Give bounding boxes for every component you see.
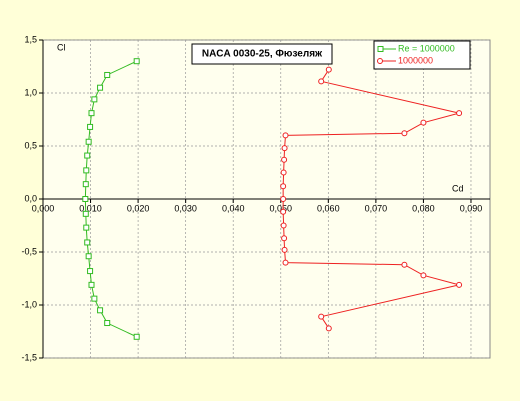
marker: [97, 84, 104, 91]
marker: [88, 110, 95, 117]
marker: [91, 295, 98, 302]
marker: [325, 66, 332, 73]
x-tick-label: 0,070: [365, 203, 388, 213]
marker: [456, 281, 463, 288]
marker: [84, 239, 91, 246]
marker: [456, 110, 463, 117]
marker: [87, 123, 94, 130]
marker: [280, 222, 287, 229]
marker: [82, 196, 89, 202]
y-axis-label: Cl: [57, 42, 66, 52]
chart-title: NACA 0030-25, Фюзеляж: [202, 49, 323, 60]
y-tick-label: 0,5: [24, 140, 37, 150]
marker: [318, 78, 325, 85]
marker: [91, 96, 98, 103]
marker: [83, 224, 90, 231]
legend-label: Re = 1000000: [398, 43, 455, 53]
marker: [420, 272, 427, 279]
x-tick-label: 0,050: [270, 203, 293, 213]
marker: [281, 145, 288, 152]
x-tick-label: 0,020: [127, 203, 150, 213]
marker: [82, 210, 89, 217]
x-tick-label: 0,040: [222, 203, 245, 213]
legend-label: 1000000: [398, 55, 433, 65]
x-tick-label: 0,010: [79, 203, 102, 213]
y-tick-label: 1,0: [24, 87, 37, 97]
marker: [87, 268, 94, 275]
marker: [280, 196, 287, 202]
x-tick-label: 0,060: [317, 203, 340, 213]
legend-marker: [377, 58, 383, 64]
x-axis-label: Cd: [452, 183, 464, 193]
marker: [281, 246, 288, 253]
marker: [282, 259, 289, 266]
x-tick-label: 0,090: [460, 203, 483, 213]
marker: [401, 130, 408, 137]
x-tick-label: 0,080: [412, 203, 435, 213]
legend-marker: [377, 46, 384, 52]
marker: [133, 333, 140, 340]
marker: [82, 181, 89, 188]
marker: [85, 253, 92, 260]
y-tick-label: 1,5: [24, 34, 37, 44]
marker: [325, 325, 332, 332]
marker: [281, 235, 288, 242]
marker: [84, 152, 91, 159]
marker: [97, 307, 104, 314]
marker: [280, 169, 287, 176]
marker: [104, 71, 111, 78]
marker: [401, 261, 408, 268]
y-tick-label: 0,0: [24, 193, 37, 203]
title-box: [191, 43, 333, 65]
x-tick-label: 0,030: [174, 203, 197, 213]
marker: [133, 58, 140, 65]
marker: [282, 132, 289, 139]
marker: [88, 281, 95, 288]
marker: [318, 313, 325, 320]
marker: [420, 119, 427, 126]
marker: [280, 183, 287, 190]
y-tick-label: -1,0: [21, 299, 37, 309]
legend: [373, 40, 471, 70]
marker: [280, 208, 287, 215]
marker: [83, 167, 90, 174]
marker: [281, 156, 288, 163]
marker: [85, 138, 92, 145]
marker: [104, 320, 111, 327]
y-tick-label: -0,5: [21, 246, 37, 256]
y-tick-label: -1,5: [21, 352, 37, 362]
